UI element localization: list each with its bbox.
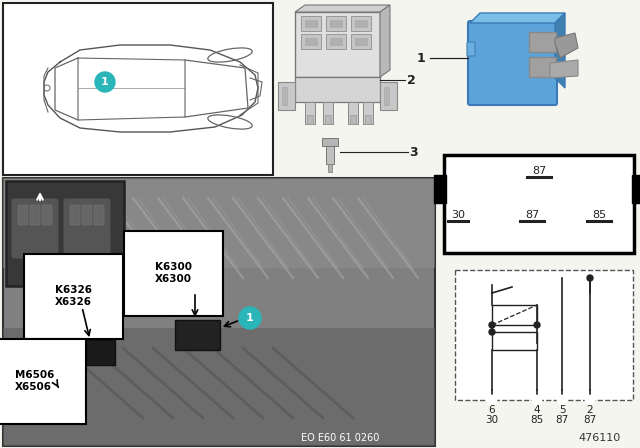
Text: 5: 5 <box>559 405 565 415</box>
FancyBboxPatch shape <box>467 42 475 56</box>
FancyBboxPatch shape <box>64 199 110 258</box>
Text: 1: 1 <box>246 313 254 323</box>
Text: M6506
X6506: M6506 X6506 <box>15 370 54 392</box>
Circle shape <box>532 396 541 405</box>
Text: K6326
X6326: K6326 X6326 <box>55 285 92 307</box>
FancyBboxPatch shape <box>529 32 556 52</box>
FancyBboxPatch shape <box>3 178 435 446</box>
FancyBboxPatch shape <box>355 38 367 45</box>
Text: 3: 3 <box>409 146 418 159</box>
Circle shape <box>586 396 595 405</box>
FancyBboxPatch shape <box>632 175 640 203</box>
FancyBboxPatch shape <box>350 115 356 124</box>
Text: 2: 2 <box>407 73 416 86</box>
FancyBboxPatch shape <box>380 82 397 110</box>
FancyBboxPatch shape <box>351 34 371 49</box>
Text: 2: 2 <box>587 405 593 415</box>
FancyBboxPatch shape <box>94 205 104 225</box>
Polygon shape <box>555 33 578 58</box>
FancyBboxPatch shape <box>12 199 58 258</box>
FancyBboxPatch shape <box>307 115 313 124</box>
FancyBboxPatch shape <box>455 270 633 400</box>
FancyBboxPatch shape <box>82 205 92 225</box>
FancyBboxPatch shape <box>3 3 273 175</box>
FancyBboxPatch shape <box>305 38 317 45</box>
Text: 1: 1 <box>101 77 109 87</box>
FancyBboxPatch shape <box>492 332 537 350</box>
Text: 1: 1 <box>416 52 425 65</box>
FancyBboxPatch shape <box>323 102 333 124</box>
Polygon shape <box>470 13 565 23</box>
Circle shape <box>488 396 497 405</box>
Text: 30: 30 <box>451 210 465 220</box>
FancyBboxPatch shape <box>322 138 338 146</box>
FancyBboxPatch shape <box>305 20 317 27</box>
FancyBboxPatch shape <box>434 175 446 203</box>
Text: EO E60 61 0260: EO E60 61 0260 <box>301 433 379 443</box>
FancyBboxPatch shape <box>363 102 373 124</box>
FancyBboxPatch shape <box>492 305 537 325</box>
Circle shape <box>557 396 566 405</box>
FancyBboxPatch shape <box>305 102 315 124</box>
Text: 87: 87 <box>532 166 546 176</box>
Circle shape <box>489 322 495 328</box>
FancyBboxPatch shape <box>6 181 124 286</box>
FancyBboxPatch shape <box>175 320 220 350</box>
FancyBboxPatch shape <box>384 87 389 105</box>
FancyBboxPatch shape <box>444 155 634 253</box>
FancyBboxPatch shape <box>326 146 334 164</box>
Polygon shape <box>295 5 390 12</box>
Text: 30: 30 <box>485 415 499 425</box>
Polygon shape <box>380 5 390 77</box>
FancyBboxPatch shape <box>301 34 321 49</box>
FancyBboxPatch shape <box>42 205 52 225</box>
Text: 4: 4 <box>534 405 540 415</box>
FancyBboxPatch shape <box>468 21 557 105</box>
FancyBboxPatch shape <box>3 178 435 268</box>
FancyBboxPatch shape <box>18 205 28 225</box>
FancyBboxPatch shape <box>301 16 321 31</box>
FancyBboxPatch shape <box>278 82 295 110</box>
Circle shape <box>489 329 495 335</box>
Text: 85: 85 <box>592 210 606 220</box>
FancyBboxPatch shape <box>295 12 380 77</box>
FancyBboxPatch shape <box>355 20 367 27</box>
Text: 85: 85 <box>531 415 543 425</box>
FancyBboxPatch shape <box>348 102 358 124</box>
FancyBboxPatch shape <box>365 115 371 124</box>
FancyBboxPatch shape <box>330 20 342 27</box>
FancyBboxPatch shape <box>295 77 380 102</box>
FancyBboxPatch shape <box>434 175 446 203</box>
Circle shape <box>587 275 593 281</box>
Text: 6: 6 <box>489 405 495 415</box>
Circle shape <box>534 322 540 328</box>
FancyBboxPatch shape <box>80 340 115 365</box>
FancyBboxPatch shape <box>325 115 331 124</box>
Circle shape <box>239 307 261 329</box>
Text: 476110: 476110 <box>579 433 621 443</box>
Text: K6300
X6300: K6300 X6300 <box>155 262 192 284</box>
Text: 87: 87 <box>556 415 568 425</box>
FancyBboxPatch shape <box>330 38 342 45</box>
Circle shape <box>95 72 115 92</box>
FancyBboxPatch shape <box>351 16 371 31</box>
FancyBboxPatch shape <box>326 34 346 49</box>
FancyBboxPatch shape <box>70 205 80 225</box>
FancyBboxPatch shape <box>30 205 40 225</box>
FancyBboxPatch shape <box>326 16 346 31</box>
FancyBboxPatch shape <box>328 164 332 172</box>
Text: 87: 87 <box>525 210 539 220</box>
FancyBboxPatch shape <box>3 328 435 446</box>
Polygon shape <box>550 60 578 78</box>
Text: 87: 87 <box>584 415 596 425</box>
FancyBboxPatch shape <box>529 57 556 77</box>
Polygon shape <box>555 13 565 88</box>
FancyBboxPatch shape <box>282 87 287 105</box>
